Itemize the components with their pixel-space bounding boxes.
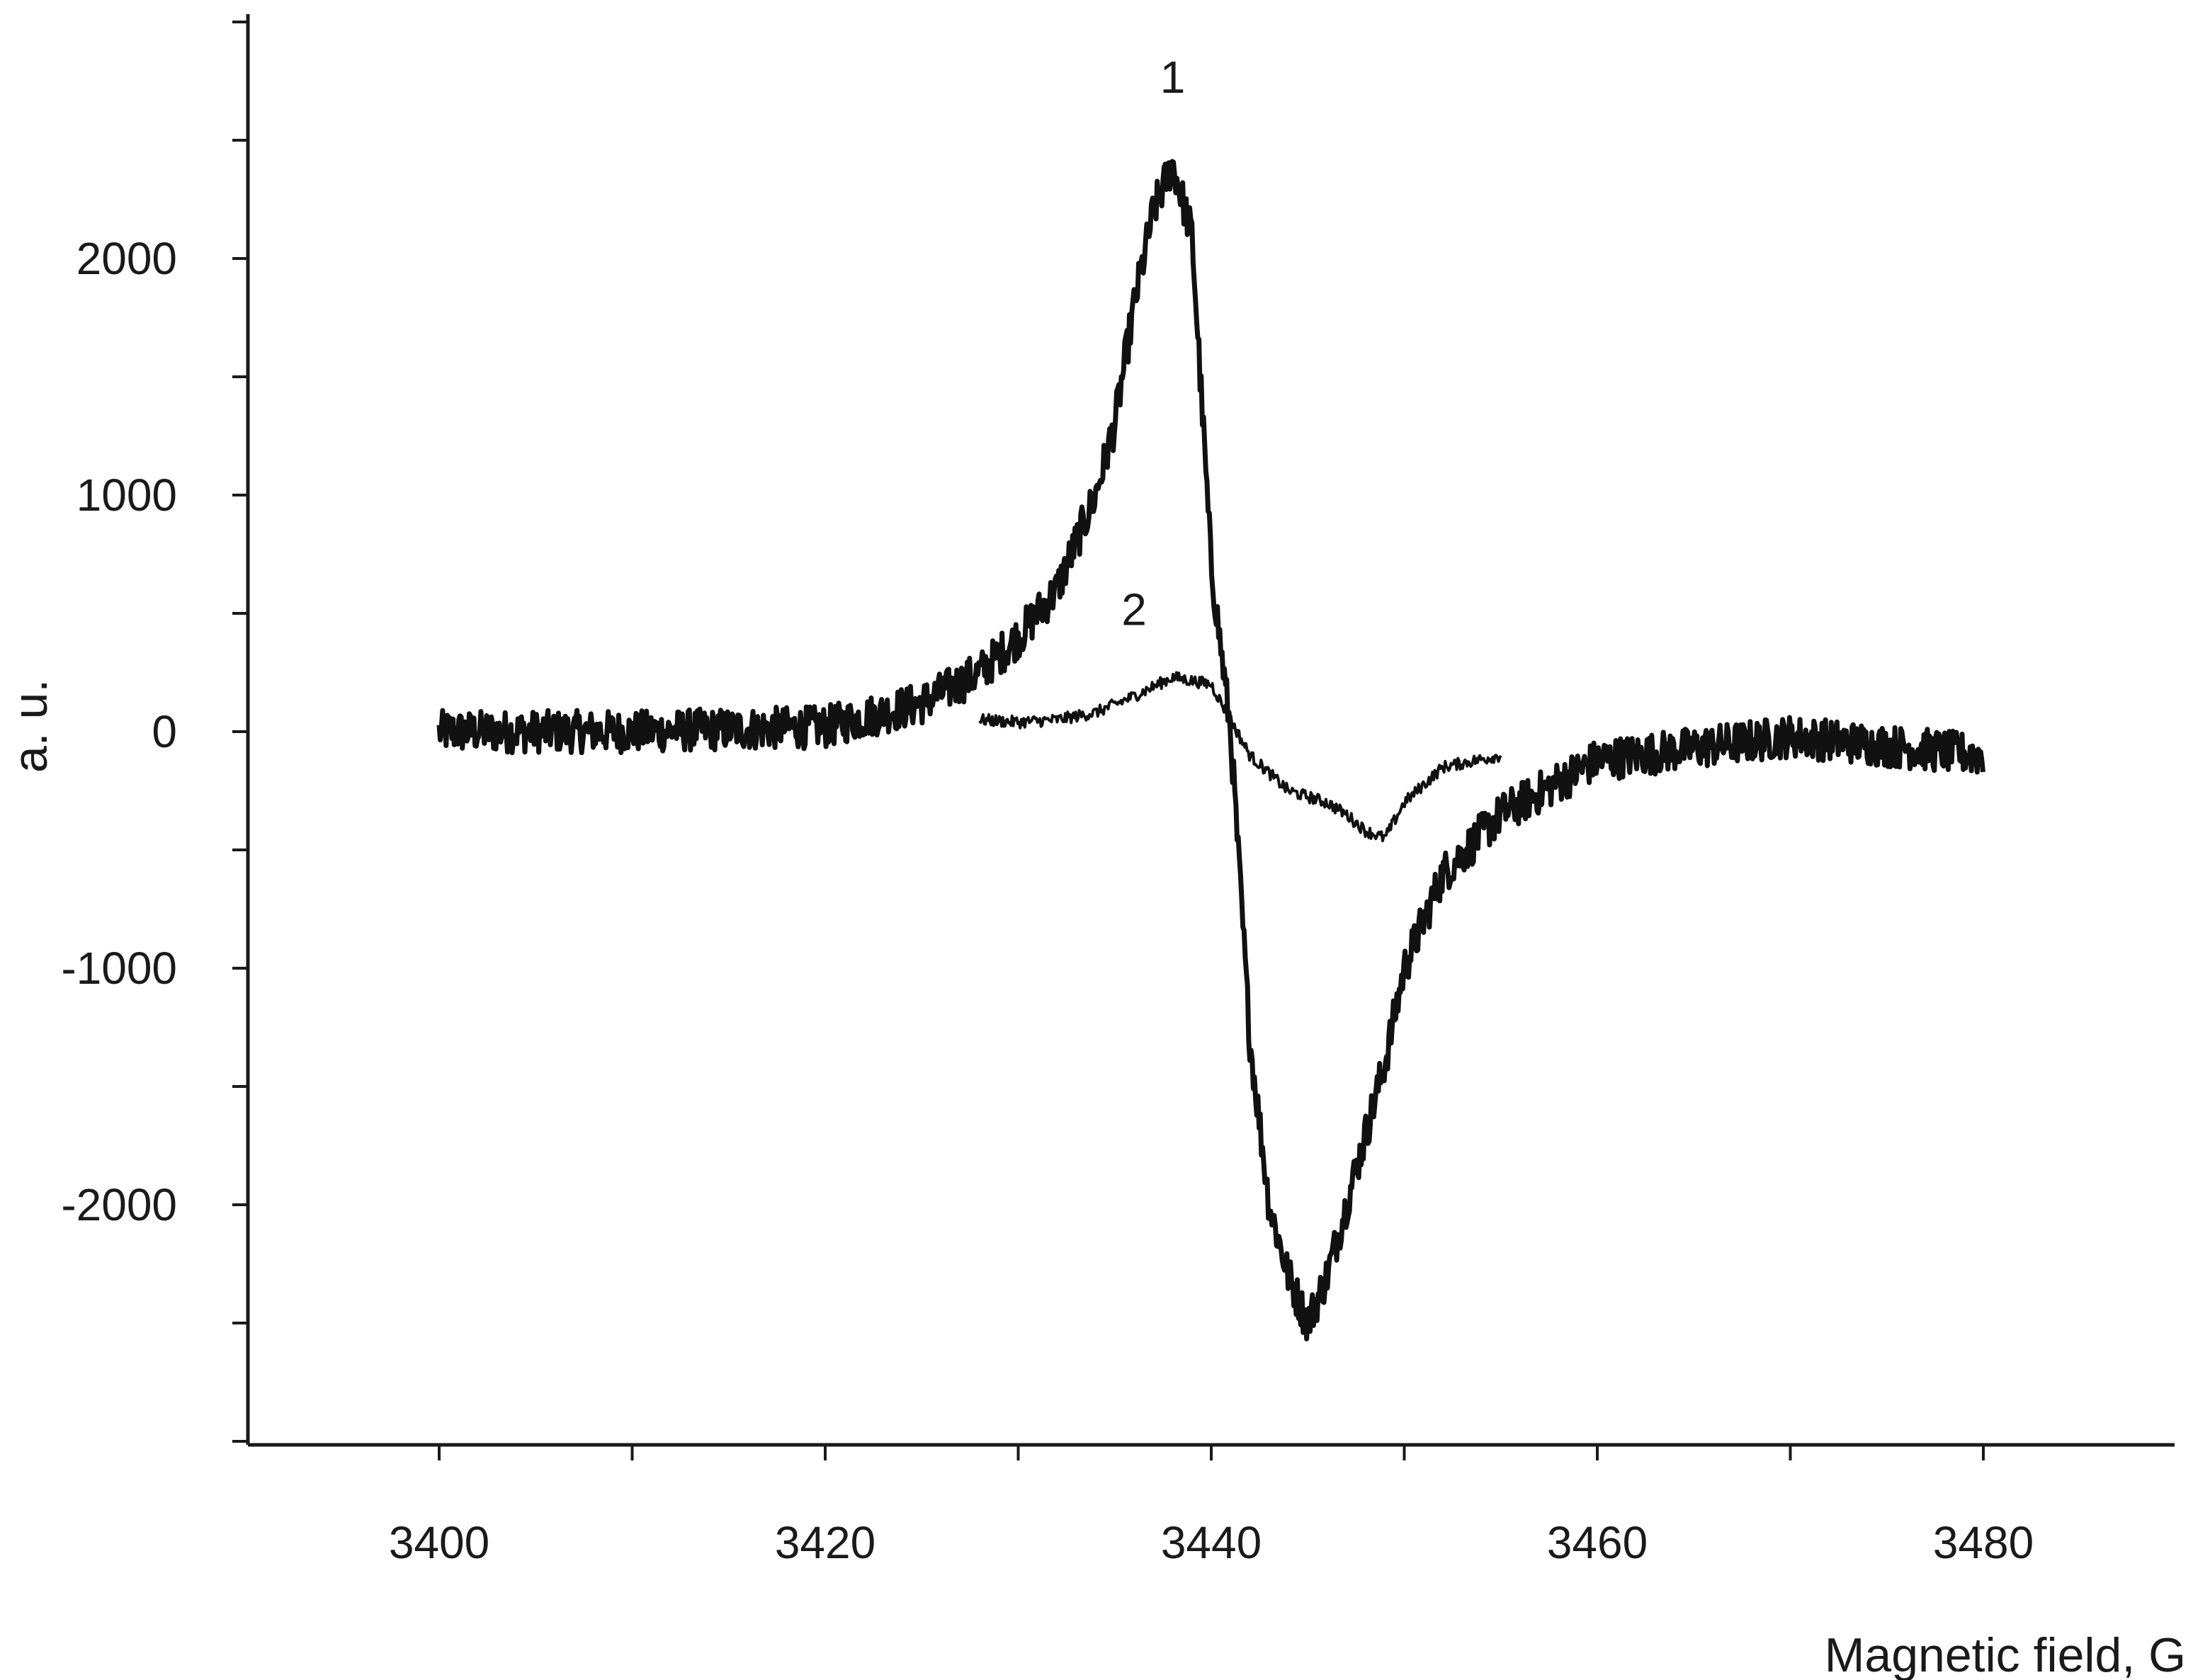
series-layer [436, 159, 1985, 1341]
y-axis-ticks: 2000 1000 0 -1000 -2000 [61, 21, 248, 1443]
y-axis-title: a. u. [4, 679, 57, 773]
x-tick-label: 3420 [775, 1517, 876, 1568]
x-tick-label: 3440 [1161, 1517, 1262, 1568]
x-tick-label: 3400 [389, 1517, 489, 1568]
y-tick-label: 1000 [76, 470, 177, 521]
series-line-2 [978, 671, 1502, 843]
x-tick-label: 3460 [1547, 1517, 1648, 1568]
series-2 [978, 671, 1502, 843]
y-tick-label: 2000 [76, 233, 177, 284]
curve-annotations: 12 [1121, 52, 1185, 635]
series-1 [436, 159, 1985, 1341]
series-line-1 [436, 159, 1985, 1341]
x-axis-title: Magnetic field, G [1825, 1628, 2186, 1680]
y-tick-label: -1000 [61, 943, 177, 994]
x-axis-ticks: 3400 3420 3440 3460 3480 [389, 1445, 2034, 1568]
y-tick-label: -2000 [61, 1179, 177, 1230]
y-tick-label: 0 [152, 706, 177, 757]
x-tick-label: 3480 [1933, 1517, 2034, 1568]
curve-label-2: 2 [1121, 584, 1147, 635]
curve-label-1: 1 [1160, 52, 1186, 103]
